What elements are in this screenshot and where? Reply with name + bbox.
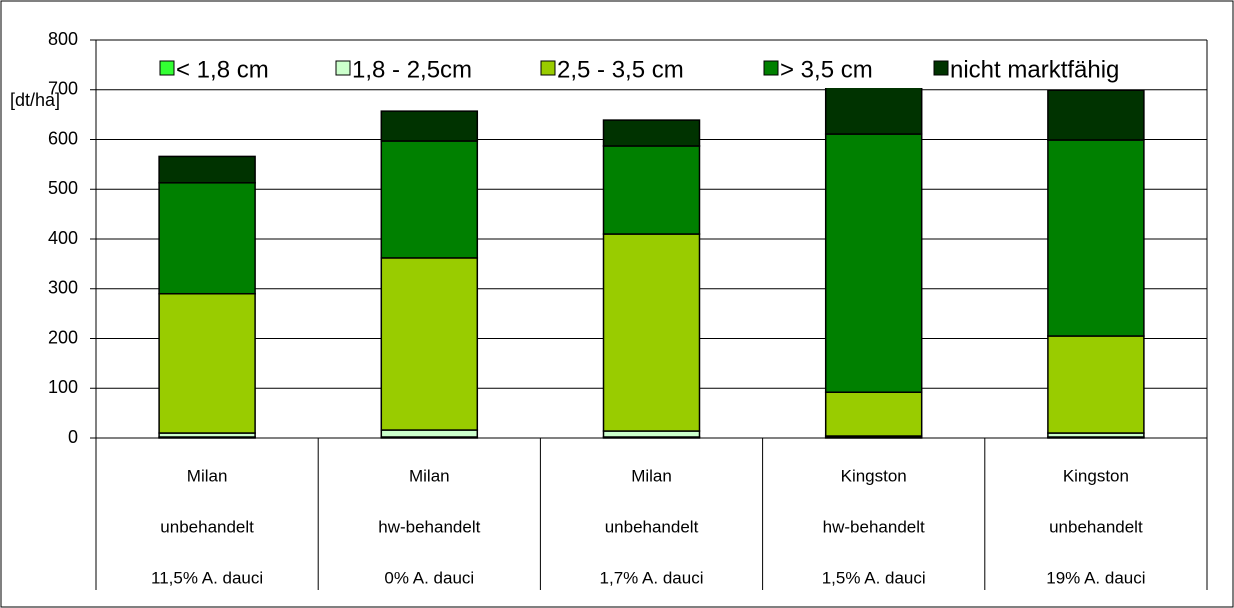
x-tick-label: Milan [631, 466, 672, 485]
y-tick-label: 500 [48, 178, 78, 198]
bar-segment [158, 292, 256, 434]
x-tick-label: hw-behandelt [823, 517, 925, 536]
y-tick-label: 400 [48, 228, 78, 248]
x-tick-label: Milan [187, 466, 228, 485]
legend-label: < 1,8 cm [176, 56, 269, 83]
y-tick-label: 600 [48, 128, 78, 148]
y-axis-label: [dt/ha] [10, 90, 60, 110]
bar-segment [1047, 89, 1145, 141]
bar-segment [158, 182, 256, 295]
y-tick-label: 300 [48, 278, 78, 298]
legend-swatch [159, 60, 175, 76]
legend-box [150, 50, 1175, 88]
bar-segment [602, 430, 701, 438]
legend-label: 1,8 - 2,5cm [352, 56, 472, 83]
bar-segment [158, 155, 256, 184]
x-tick-label: 1,5% A. dauci [822, 568, 926, 587]
x-tick-label: 11,5% A. dauci [151, 568, 263, 587]
bar-segment [824, 83, 923, 135]
legend-swatch [335, 60, 351, 76]
bar-segment [602, 119, 701, 147]
y-tick-label: 200 [48, 327, 78, 347]
bar-segment [380, 257, 479, 431]
bar-segment [380, 429, 479, 438]
x-tick-label: 19% A. dauci [1046, 568, 1145, 587]
x-tick-label: Milan [409, 466, 450, 485]
y-tick-label: 100 [48, 377, 78, 397]
x-tick-label: 1,7% A. dauci [600, 568, 704, 587]
x-tick-label: unbehandelt [160, 517, 254, 536]
bar-segment [602, 145, 701, 235]
bar-segment [380, 140, 479, 259]
legend-label: 2,5 - 3,5 cm [557, 56, 684, 83]
bar-segment [824, 391, 923, 437]
x-tick-label: Kingston [841, 466, 907, 485]
bar-segment [1047, 139, 1145, 337]
bar-segment [602, 233, 701, 432]
bar-segment [824, 133, 923, 393]
x-tick-label: 0% A. dauci [384, 568, 474, 587]
x-tick-label: unbehandelt [605, 517, 699, 536]
y-tick-label: 700 [48, 79, 78, 99]
legend-label: nicht marktfähig [950, 56, 1119, 83]
y-tick-label: 800 [48, 29, 78, 49]
y-tick-label: 0 [68, 427, 78, 447]
x-tick-label: Kingston [1063, 466, 1129, 485]
legend-swatch [763, 60, 779, 76]
x-tick-label: hw-behandelt [378, 517, 480, 536]
x-tick-label: unbehandelt [1049, 517, 1143, 536]
legend-swatch [540, 60, 556, 76]
legend-swatch [933, 60, 949, 76]
bar-segment [1047, 335, 1145, 434]
legend-label: > 3,5 cm [780, 56, 873, 83]
bar-segment [380, 110, 479, 142]
